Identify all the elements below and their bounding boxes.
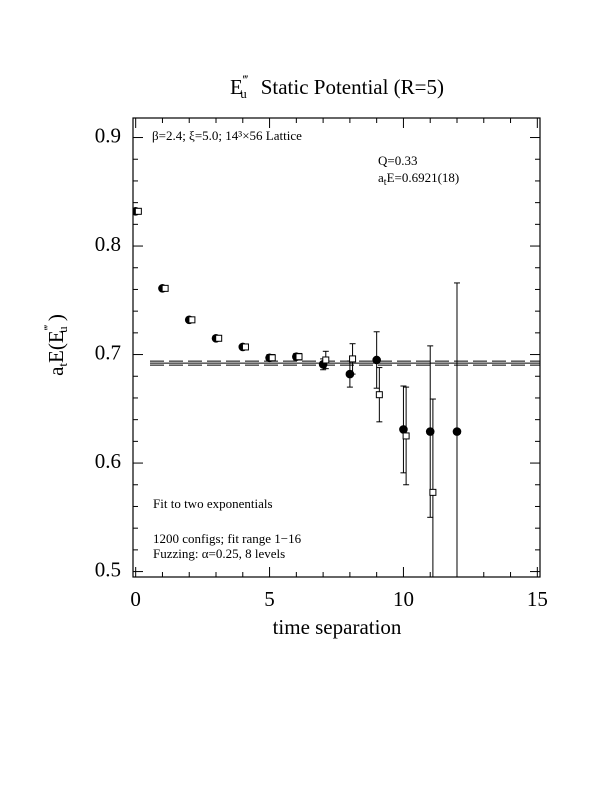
plot-frame <box>132 117 541 578</box>
y-tick-label: 0.9 <box>95 123 121 147</box>
annotation: 1200 configs; fit range 1−16 <box>153 531 302 546</box>
point <box>295 353 303 361</box>
point <box>375 391 383 399</box>
annotation: Q=0.33 <box>378 153 417 168</box>
point <box>425 427 435 436</box>
x-tick-label: 0 <box>130 587 141 611</box>
y-tick-label: 0.5 <box>95 557 121 581</box>
annotation: Fit to two exponentials <box>153 496 273 511</box>
annotation: Fuzzing: α=0.25, 8 levels <box>153 546 285 561</box>
y-label-sub: u <box>55 326 70 333</box>
point <box>452 427 462 436</box>
x-axis-label: time separation <box>273 615 402 639</box>
point <box>161 284 169 292</box>
point <box>372 355 381 365</box>
point <box>215 334 223 342</box>
point <box>429 488 437 496</box>
point <box>241 343 249 351</box>
y-label-prefix: a <box>44 366 68 376</box>
annotation: atE=0.6921(18) <box>378 170 459 188</box>
fit-a: a <box>378 170 384 185</box>
point <box>188 316 196 324</box>
y-tick-label: 0.7 <box>95 340 121 364</box>
y-label-prefix-sub: t <box>55 363 70 367</box>
y-label-open: E(E <box>44 330 68 363</box>
title-sup: ‴ <box>243 72 249 87</box>
point <box>402 432 410 440</box>
fit-text: E=0.6921(18) <box>387 170 460 185</box>
chart-title: E‴ u Static Potential (R=5) <box>230 72 444 101</box>
title-symbol: E <box>230 75 243 99</box>
y-tick-label: 0.6 <box>95 449 121 473</box>
point <box>134 207 142 215</box>
fit-sub: t <box>384 177 387 188</box>
x-tick-label: 10 <box>393 587 414 611</box>
annotation: β=2.4; ξ=5.0; 14³×56 Lattice <box>152 128 302 143</box>
x-tick-label: 5 <box>264 587 275 611</box>
y-tick-label: 0.8 <box>95 232 121 256</box>
point <box>322 356 330 364</box>
y-axis-label: atE(E‴u ) <box>41 314 70 376</box>
point <box>399 425 408 434</box>
point <box>268 354 276 362</box>
y-label-sup: ‴ <box>41 324 56 330</box>
y-label-close: ) <box>44 314 68 326</box>
point <box>349 355 357 363</box>
title-sub: u <box>240 86 247 101</box>
title-text: Static Potential (R=5) <box>261 75 444 99</box>
x-tick-label: 15 <box>527 587 548 611</box>
plot-area <box>133 207 540 577</box>
